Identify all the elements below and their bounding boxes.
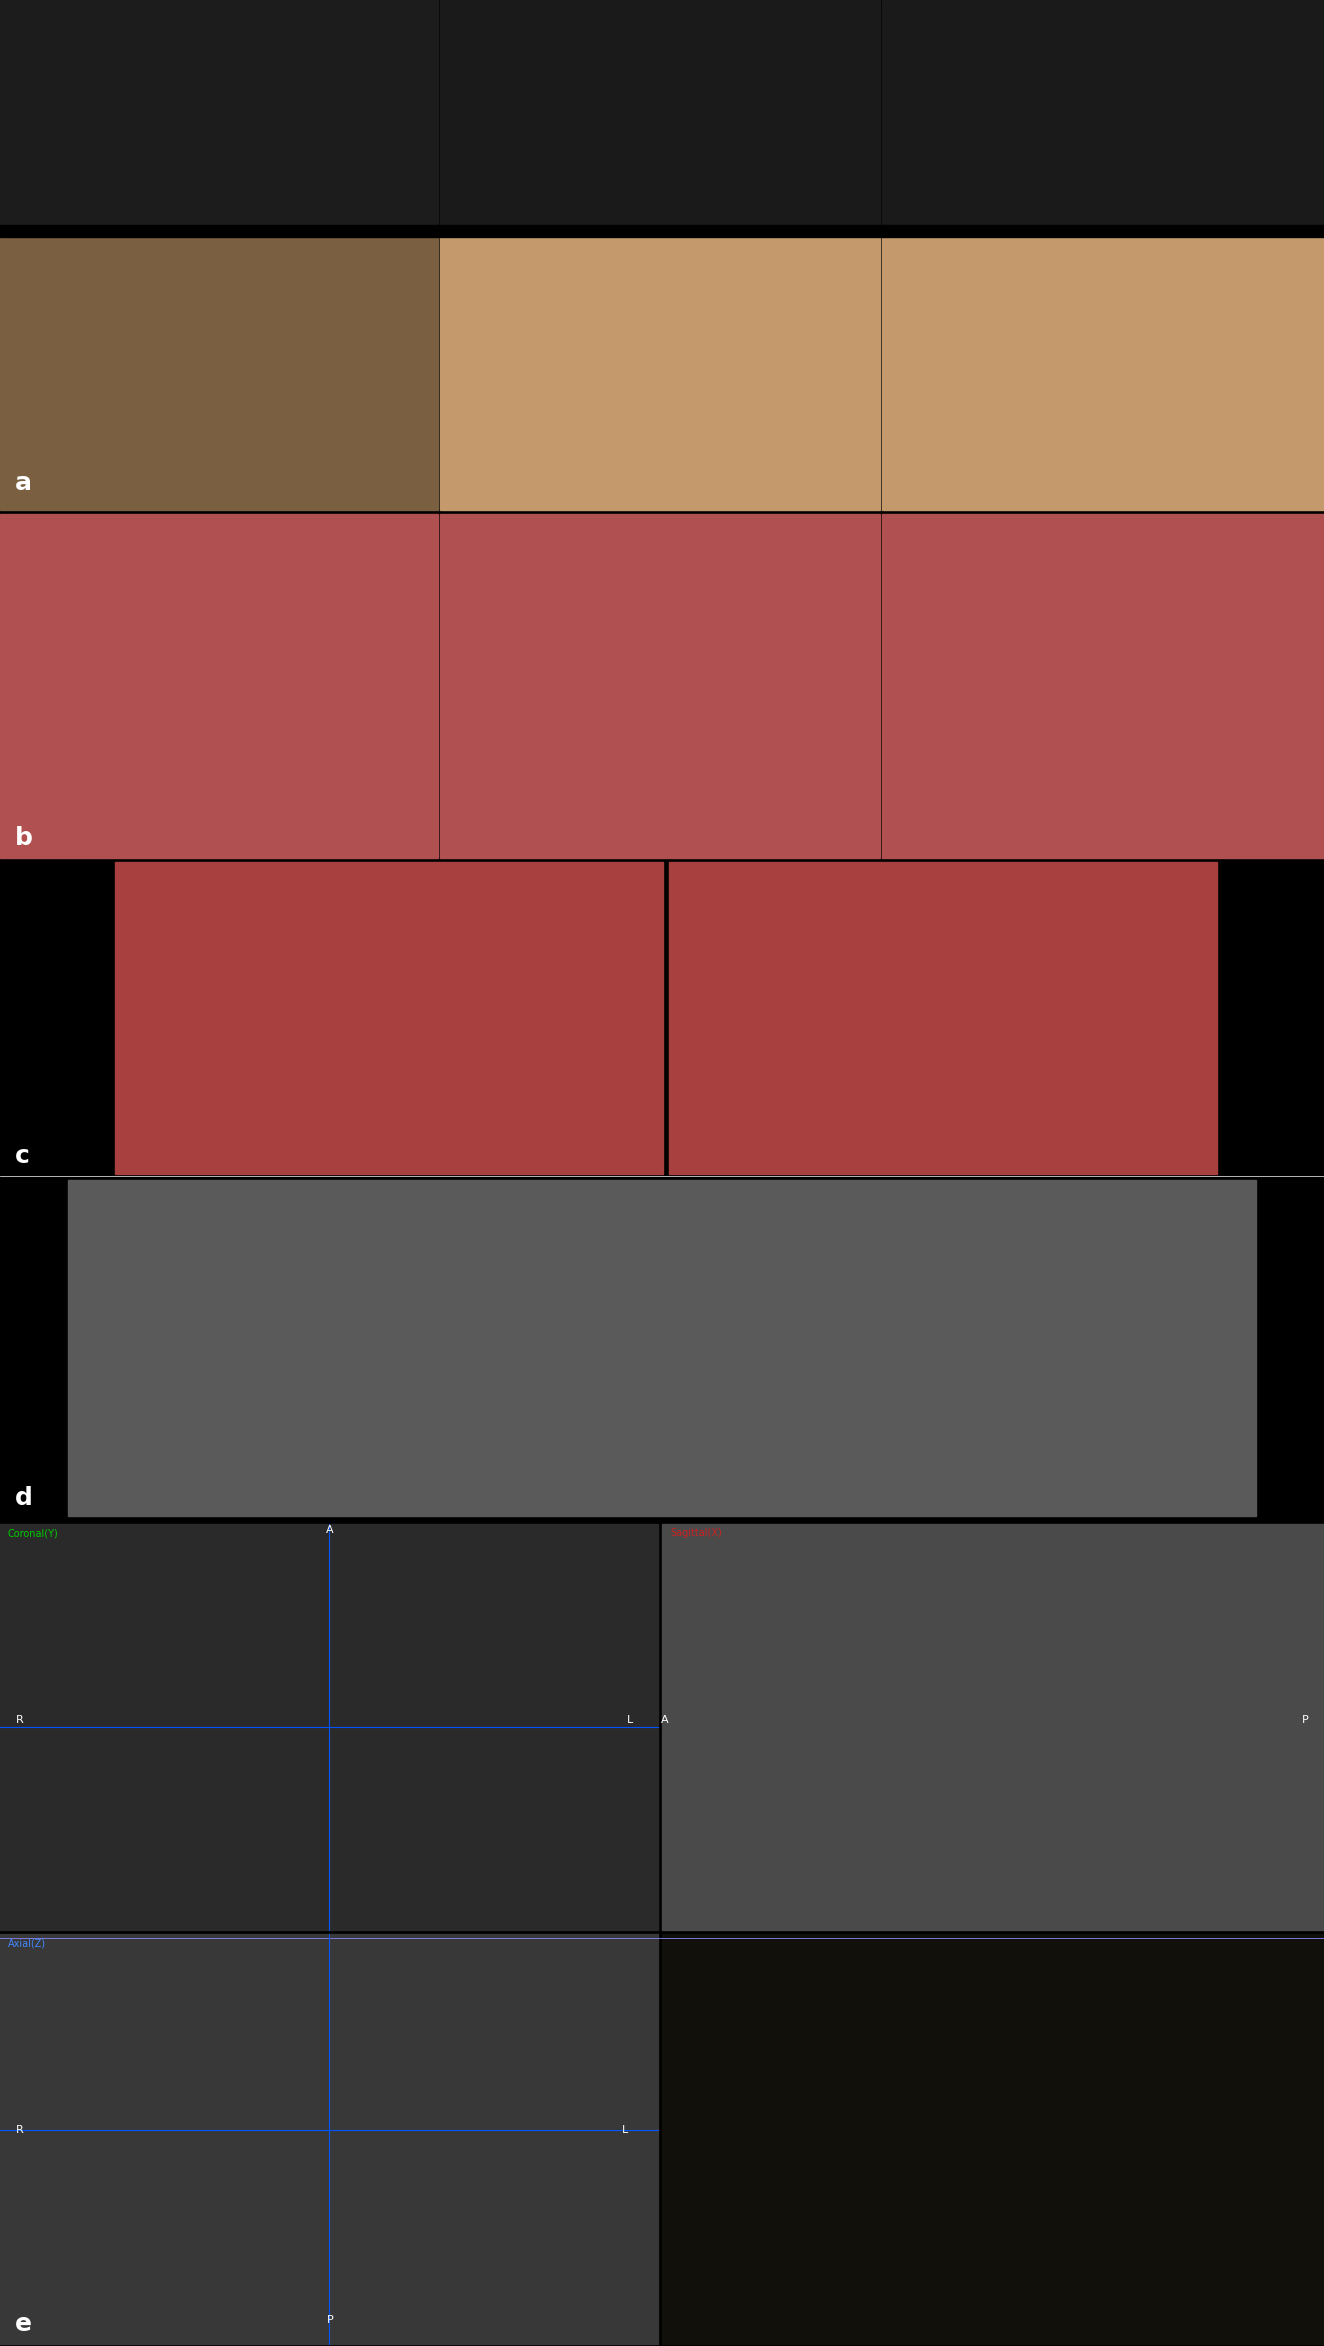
Bar	[440, 514, 880, 859]
Bar	[440, 0, 880, 230]
Bar	[669, 861, 1217, 1173]
Bar	[440, 235, 880, 509]
Text: c: c	[15, 1145, 30, 1168]
Text: Sagittal(X): Sagittal(X)	[670, 1527, 722, 1539]
Text: Coronal(Y): Coronal(Y)	[8, 1527, 58, 1539]
Bar	[0, 514, 438, 859]
Text: A: A	[661, 1715, 669, 1724]
Text: a: a	[15, 472, 32, 495]
Text: A: A	[326, 1525, 334, 1534]
Bar	[0, 235, 438, 509]
Bar	[0, 1525, 658, 1931]
Text: R: R	[16, 2125, 24, 2135]
Bar	[882, 235, 1324, 509]
Text: Axial(Z): Axial(Z)	[8, 1938, 46, 1947]
Text: P: P	[1301, 1715, 1308, 1724]
Bar	[662, 1933, 1324, 2344]
Bar	[68, 1180, 1256, 1516]
Bar	[882, 0, 1324, 230]
Text: L: L	[622, 2125, 628, 2135]
Text: b: b	[15, 826, 33, 849]
Text: e: e	[15, 2313, 32, 2337]
Bar	[0, 0, 438, 230]
Text: R: R	[16, 1715, 24, 1724]
Bar	[0, 1933, 658, 2344]
Bar	[0, 225, 1324, 237]
Text: L: L	[626, 1715, 633, 1724]
Bar	[662, 1525, 1324, 1931]
Text: P: P	[327, 2316, 334, 2325]
Text: d: d	[15, 1485, 33, 1511]
Bar	[882, 514, 1324, 859]
Bar	[115, 861, 663, 1173]
